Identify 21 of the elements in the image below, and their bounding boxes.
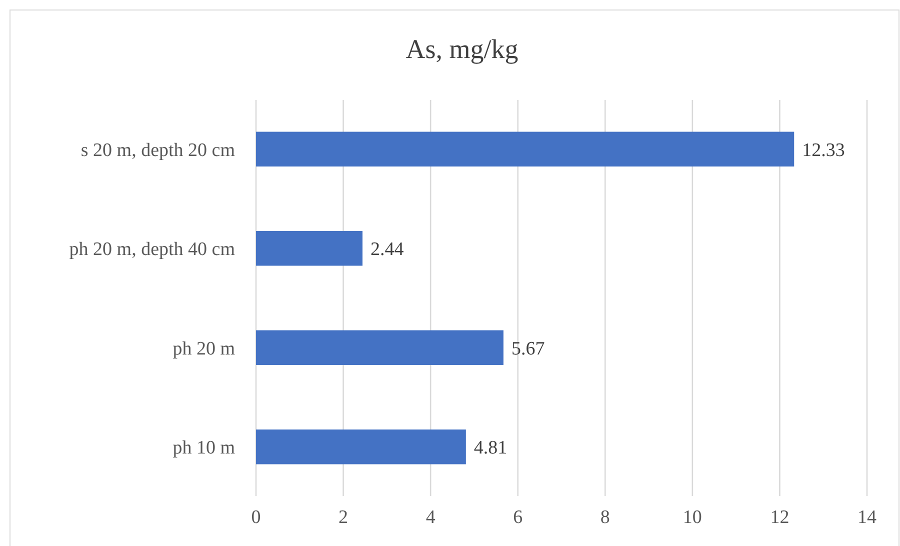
chart-title: As, mg/kg [406,34,518,64]
y-tick-label: ph 20 m [172,338,236,360]
x-tick-label: 4 [426,507,436,528]
bar [256,330,504,365]
x-tick-label: 0 [251,507,261,528]
data-label: 4.81 [474,438,508,459]
x-tick-label: 12 [770,507,790,528]
x-tick-label: 14 [858,507,877,528]
y-tick-label: s 20 m, depth 20 cm [80,140,236,161]
data-label: 2.44 [370,239,404,260]
data-label: 12.33 [802,140,845,161]
x-tick-label: 2 [338,507,348,528]
bar [256,231,362,266]
x-tick-label: 8 [600,507,610,528]
data-label: 5.67 [511,338,545,360]
y-tick-label: ph 10 m [172,438,236,459]
bar [256,430,466,464]
x-tick-label: 6 [513,507,523,528]
y-tick-label: ph 20 m, depth 40 cm [69,239,236,260]
x-tick-label: 10 [682,507,702,528]
bar [256,132,794,166]
